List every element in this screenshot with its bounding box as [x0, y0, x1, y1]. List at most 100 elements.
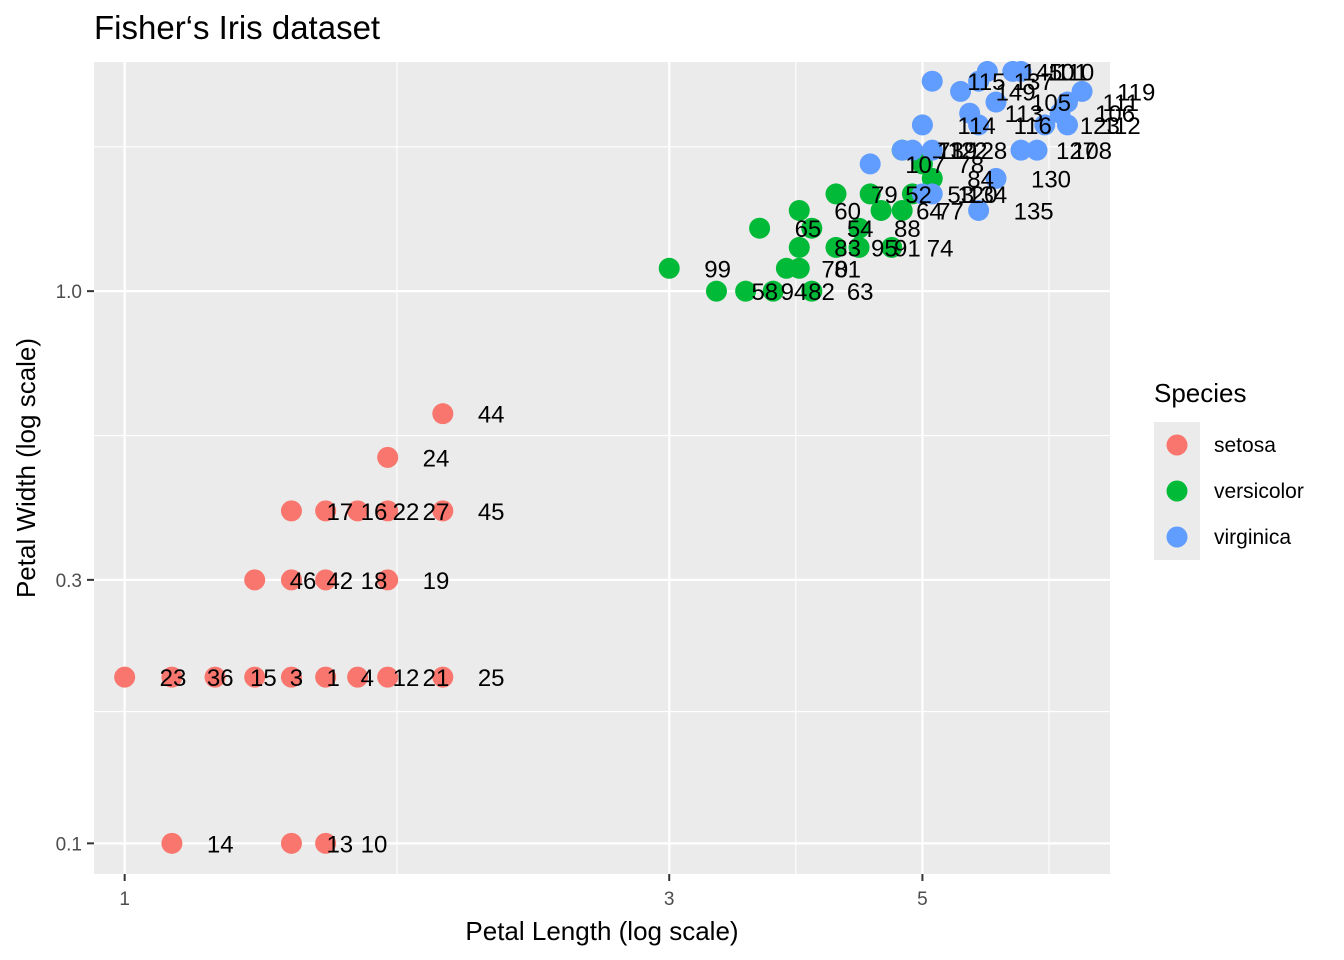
point-label: 115: [967, 69, 1005, 96]
legend: Species setosa versicolor virginica: [1154, 378, 1304, 560]
point-label: 110: [1056, 59, 1094, 86]
point-label: 108: [1072, 138, 1112, 165]
data-point: [911, 114, 933, 136]
point-label: 42: [326, 568, 353, 595]
point-label: 112: [1102, 113, 1140, 140]
point-label: 52: [905, 182, 932, 209]
data-point: [870, 199, 892, 221]
point-label: 12: [393, 665, 420, 692]
data-point: [848, 236, 870, 258]
point-label: 60: [834, 198, 861, 225]
point-label: 22: [393, 499, 420, 526]
data-point: [921, 183, 943, 205]
data-point: [377, 500, 399, 522]
point-label: 23: [160, 665, 187, 692]
data-point: [280, 500, 302, 522]
legend-swatch: [1166, 434, 1188, 456]
legend-label: versicolor: [1214, 480, 1304, 503]
point-label: 27: [423, 499, 450, 526]
point-label: 116: [1014, 113, 1052, 140]
point-label: 149: [996, 79, 1036, 106]
point-label: 36: [207, 665, 234, 692]
point-label: 70: [821, 256, 848, 283]
data-point: [1010, 139, 1032, 161]
point-label: 25: [478, 665, 505, 692]
y-tick-label: 0.1: [56, 834, 82, 855]
data-point: [204, 666, 226, 688]
data-point: [244, 666, 266, 688]
point-label: 21: [423, 665, 450, 692]
point-label: 13: [326, 831, 353, 858]
point-label: 78: [957, 152, 984, 179]
legend-label: virginica: [1214, 526, 1291, 549]
data-point: [985, 91, 1007, 113]
data-point: [788, 257, 810, 279]
point-label: 95: [871, 235, 898, 262]
data-point: [315, 666, 337, 688]
data-point: [1071, 80, 1093, 102]
data-point: [749, 217, 771, 239]
data-point: [658, 257, 680, 279]
legend-swatch: [1166, 480, 1188, 502]
point-label: 16: [361, 499, 388, 526]
point-label: 74: [927, 235, 954, 262]
point-label: 45: [478, 499, 505, 526]
data-point: [801, 217, 823, 239]
data-point: [859, 153, 881, 175]
point-label: 137: [1014, 69, 1054, 96]
point-label: 145: [1022, 59, 1062, 86]
point-label: 130: [1031, 166, 1071, 193]
data-point: [891, 139, 913, 161]
point-label: 77: [937, 198, 964, 225]
point-label: 4: [361, 665, 374, 692]
point-label: 1: [326, 665, 339, 692]
x-axis-title: Petal Length (log scale): [465, 916, 738, 946]
data-point: [432, 403, 454, 425]
point-label: 91: [894, 235, 921, 262]
point-label: 114: [957, 113, 995, 140]
data-point: [921, 167, 943, 189]
point-label: 46: [290, 568, 317, 595]
data-point: [762, 280, 784, 302]
point-label: 135: [1014, 198, 1054, 225]
point-label: 19: [423, 568, 450, 595]
data-point: [315, 500, 337, 522]
legend-entries: setosa versicolor virginica: [1154, 422, 1304, 560]
x-tick-label: 1: [119, 889, 130, 910]
data-point: [881, 236, 903, 258]
data-point: [705, 280, 727, 302]
data-point: [161, 666, 183, 688]
legend-label: setosa: [1214, 434, 1276, 457]
data-point: [921, 70, 943, 92]
chart-title: Fisher‘s Iris dataset: [94, 9, 380, 46]
point-label: 123: [1080, 113, 1120, 140]
axis-ticks: [87, 290, 924, 881]
data-point: [347, 666, 369, 688]
point-label: 99: [704, 256, 731, 283]
data-point: [801, 280, 823, 302]
data-point: [985, 167, 1007, 189]
point-label: 18: [361, 568, 388, 595]
data-point: [788, 199, 810, 221]
data-point: [244, 569, 266, 591]
data-point: [315, 569, 337, 591]
data-point: [377, 569, 399, 591]
point-label: 105: [1031, 90, 1071, 117]
y-tick-label: 0.3: [56, 571, 82, 592]
data-point: [959, 102, 981, 124]
data-point: [280, 569, 302, 591]
point-label: 24: [423, 445, 450, 472]
x-tick-label: 3: [664, 889, 675, 910]
data-point: [1034, 114, 1056, 136]
point-label: 79: [871, 182, 898, 209]
point-label: 94: [781, 279, 808, 306]
data-point: [280, 832, 302, 854]
point-label: 113: [1005, 101, 1043, 128]
point-label: 122: [947, 138, 987, 165]
data-point: [161, 832, 183, 854]
data-point: [735, 280, 757, 302]
point-label: 128: [967, 138, 1007, 165]
legend-title: Species: [1154, 378, 1247, 408]
data-point: [825, 236, 847, 258]
